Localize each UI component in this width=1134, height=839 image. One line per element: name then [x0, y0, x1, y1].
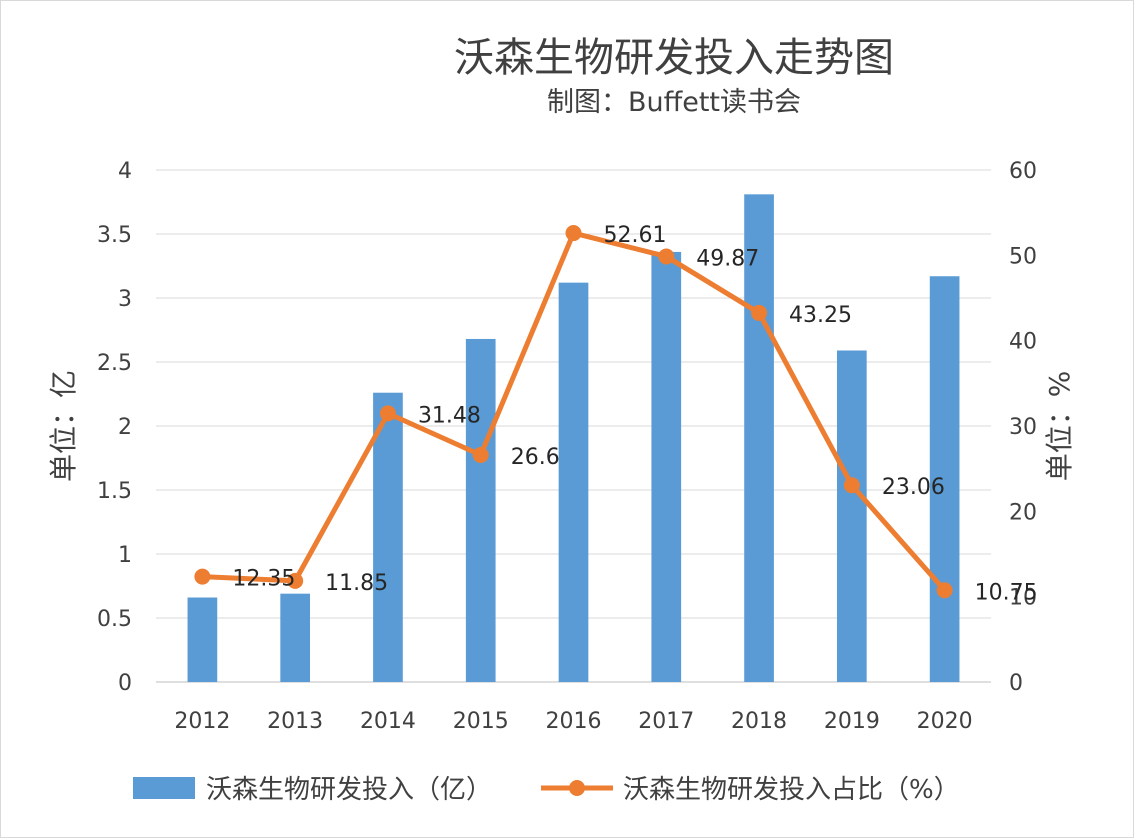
line-point	[658, 248, 675, 265]
y-tick-right: 30	[1009, 415, 1037, 440]
line-point	[936, 582, 953, 599]
bar	[744, 194, 774, 682]
y-axis-right-label: 单位：%	[1043, 371, 1076, 482]
y-tick-left: 1.5	[97, 479, 132, 504]
y-tick-left: 2.5	[97, 351, 132, 376]
y-tick-left: 0	[118, 671, 132, 696]
x-tick-label: 2014	[360, 709, 416, 734]
y-tick-left: 3	[118, 287, 132, 312]
data-label: 49.87	[696, 246, 759, 271]
data-label: 52.61	[604, 223, 667, 248]
x-tick-label: 2013	[267, 709, 323, 734]
legend-line-marker	[569, 780, 585, 796]
bar-series	[187, 194, 960, 683]
y-tick-right: 20	[1009, 500, 1037, 525]
data-label: 12.35	[232, 567, 295, 592]
line-point	[194, 568, 211, 585]
legend: 沃森生物研发投入（亿） 沃森生物研发投入占比（%）	[133, 775, 960, 805]
bar	[373, 392, 403, 682]
data-label: 10.75	[975, 580, 1038, 605]
data-label: 23.06	[882, 475, 945, 500]
line-point	[472, 447, 489, 464]
y-tick-right: 40	[1009, 330, 1037, 355]
bar	[465, 338, 496, 682]
x-tick-label: 2018	[731, 709, 787, 734]
x-tick-label: 2019	[824, 709, 880, 734]
data-label: 31.48	[418, 403, 481, 428]
legend-bar-swatch	[133, 777, 195, 799]
line-point	[379, 405, 396, 422]
y-tick-right: 60	[1009, 159, 1037, 184]
y-tick-left: 1	[118, 543, 132, 568]
y-tick-left: 4	[118, 159, 132, 184]
chart-title: 沃森生物研发投入走势图	[454, 35, 894, 81]
x-tick-label: 2017	[638, 709, 694, 734]
y-tick-left: 2	[118, 415, 132, 440]
y-tick-left: 0.5	[97, 607, 132, 632]
data-label: 26.6	[511, 445, 560, 470]
line-point	[843, 477, 860, 494]
bar	[558, 282, 589, 682]
bar	[187, 597, 218, 682]
y-tick-right: 0	[1009, 671, 1023, 696]
line-point	[287, 572, 304, 589]
y-tick-left: 3.5	[97, 223, 132, 248]
y-tick-right: 50	[1009, 244, 1037, 269]
legend-line-label: 沃森生物研发投入占比（%）	[623, 775, 960, 805]
y-axis-left-label: 单位：亿	[47, 370, 80, 482]
data-labels: 12.35 11.85 31.48 26.6 52.61 49.87 43.25 23.06 1…	[232, 223, 1037, 605]
x-tick-label: 2012	[174, 709, 230, 734]
bar	[280, 593, 311, 682]
x-tick-label: 2016	[546, 709, 602, 734]
data-label: 43.25	[789, 303, 852, 328]
y-tick-right: 10	[1009, 586, 1037, 611]
line-series	[194, 225, 953, 599]
x-tick-label: 2015	[453, 709, 509, 734]
chart-subtitle: 制图：Buffett读书会	[547, 87, 801, 118]
x-tick-label: 2020	[917, 709, 973, 734]
bar	[929, 276, 960, 682]
line-point	[751, 304, 768, 321]
data-label: 11.85	[325, 571, 388, 596]
legend-bar-label: 沃森生物研发投入（亿）	[206, 775, 492, 805]
line-point	[565, 225, 582, 242]
bar	[651, 251, 682, 683]
bar	[836, 350, 867, 682]
